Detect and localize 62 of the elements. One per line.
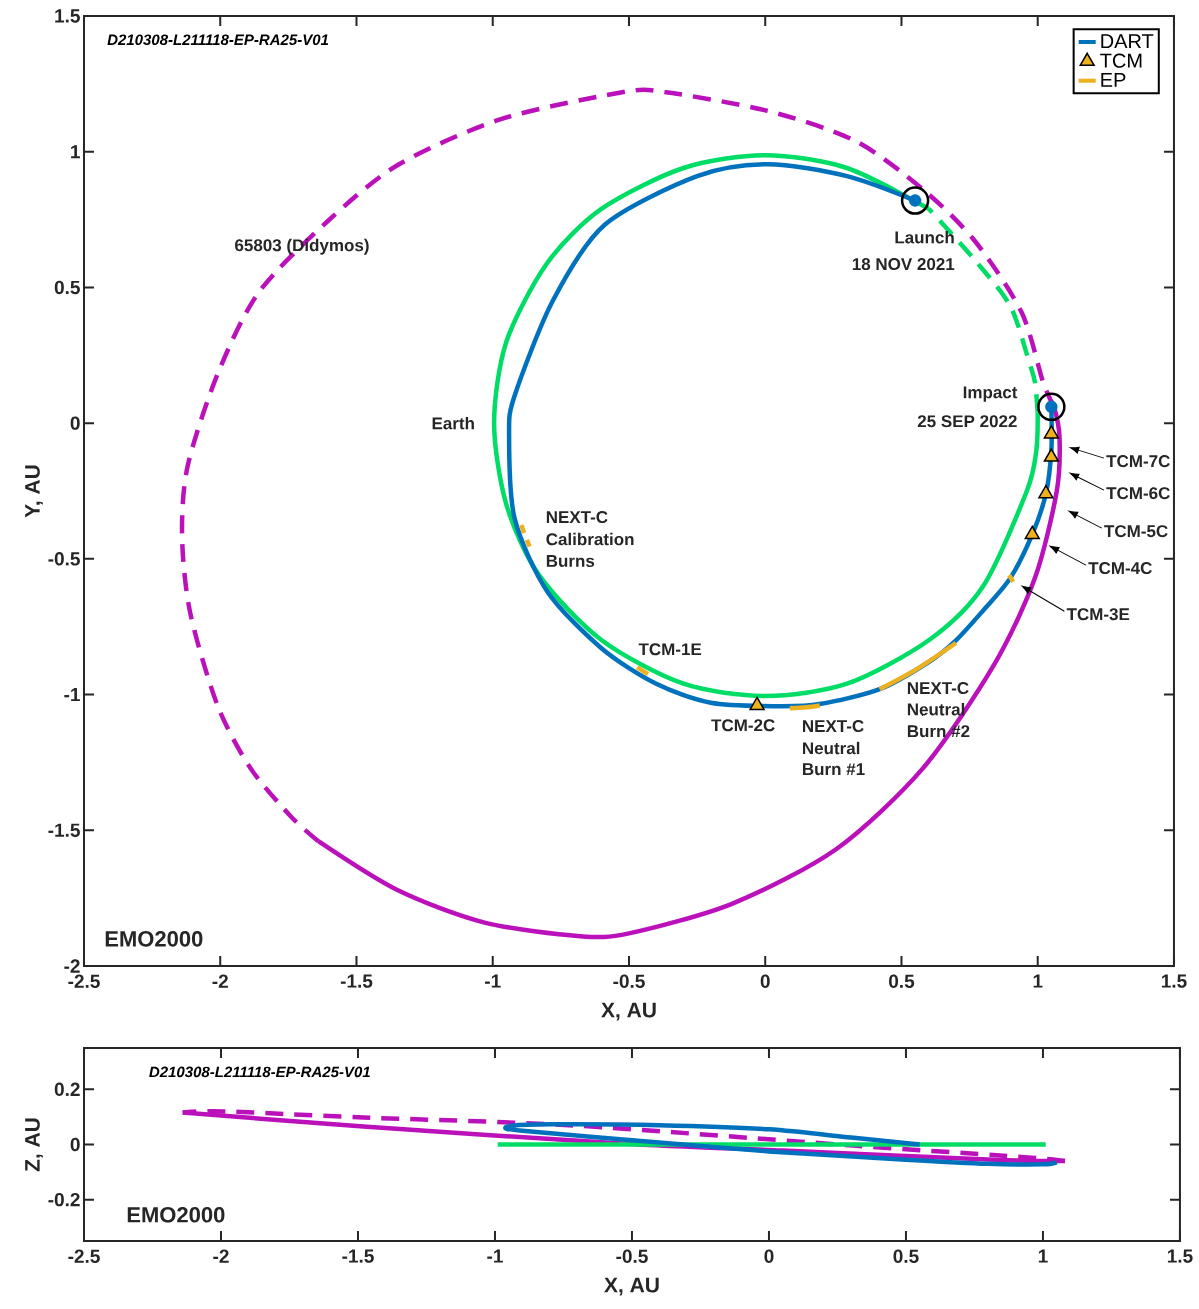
annotation: Neutral — [907, 702, 965, 716]
x-tick-label: 0 — [760, 974, 770, 988]
x-tick-label: -1.5 — [342, 1249, 374, 1263]
annotation: 18 NOV 2021 — [852, 258, 955, 271]
annotation: EMO2000 — [105, 931, 203, 947]
x-tick-label: -2 — [212, 974, 228, 988]
annotation: TCM-6C — [1106, 487, 1170, 500]
x-tick-label: 0 — [764, 1249, 774, 1263]
annotation: TCM-5C — [1104, 525, 1168, 538]
y-tick-label: 0.5 — [54, 280, 80, 295]
x-tick-label: -2 — [213, 1249, 229, 1263]
annotation: NEXT-C — [546, 511, 608, 524]
x-tick-label: -2.5 — [68, 1249, 100, 1263]
legend-label: DART — [1101, 34, 1154, 49]
y-tick-label: 0 — [70, 1137, 80, 1152]
text: D210308-L211118-EP-RA25-V01 — [149, 1066, 370, 1078]
annotation: TCM-1E — [638, 643, 702, 656]
annotation: Earth — [432, 416, 474, 430]
x-tick-label: 1 — [1038, 1249, 1048, 1263]
x-axis-title: X, AU — [604, 1277, 659, 1296]
x-tick-label: 1 — [1033, 974, 1043, 988]
y-tick-label: -1.5 — [48, 823, 80, 837]
annotation: Neutral — [803, 741, 860, 755]
annotation: TCM-2C — [711, 719, 775, 732]
annotation: Launch — [895, 230, 954, 244]
x-tick-label: -0.5 — [613, 974, 645, 988]
x-tick-label: -0.5 — [616, 1249, 648, 1263]
x-tick-label: 0.5 — [889, 974, 915, 988]
annotation: Impact — [963, 386, 1018, 402]
annotation: NEXT-C — [907, 682, 969, 695]
y-tick-label: -1 — [64, 688, 80, 702]
annotation: Burn #2 — [907, 725, 970, 738]
y-axis-title: Y, AU — [25, 465, 43, 518]
y-tick-label: -0.2 — [48, 1192, 80, 1207]
y-tick-label: 0.2 — [54, 1082, 80, 1097]
annotation: NEXT-C — [803, 720, 864, 733]
x-tick-label: 1.5 — [1161, 974, 1187, 988]
y-tick-label: 0 — [70, 416, 80, 430]
x-tick-label: -1 — [487, 1249, 503, 1263]
x-tick-label: -1.5 — [340, 974, 373, 988]
legend-label: TCM — [1100, 53, 1142, 68]
annotation: 25 SEP 2022 — [917, 415, 1017, 428]
y-tick-label: 1 — [71, 145, 80, 159]
annotation: 65803 (Didymos) — [235, 238, 369, 255]
x-tick-label: -2.5 — [68, 974, 100, 988]
x-tick-label: -1 — [485, 974, 501, 988]
y-tick-label: -2 — [64, 959, 80, 973]
annotation: TCM-4C — [1088, 562, 1152, 575]
y-tick-label: 1.5 — [55, 9, 80, 23]
x-tick-label: 0.5 — [893, 1249, 919, 1263]
annotation: Burn #1 — [803, 763, 865, 776]
y-axis-title: Z, AU — [25, 1118, 43, 1172]
annotation: TCM-7C — [1106, 455, 1170, 468]
annotation: Calibration — [546, 532, 634, 546]
x-tick-label: 1.5 — [1167, 1249, 1193, 1263]
legend-label: EP — [1101, 73, 1126, 87]
annotation: Burns — [546, 555, 595, 567]
x-axis-title: X, AU — [601, 1002, 656, 1021]
annotation: EMO2000 — [127, 1207, 225, 1223]
text: D210308-L211118-EP-RA25-V01 — [107, 34, 329, 46]
y-tick-label: -0.5 — [48, 552, 80, 566]
annotation: TCM-3E — [1066, 608, 1130, 621]
